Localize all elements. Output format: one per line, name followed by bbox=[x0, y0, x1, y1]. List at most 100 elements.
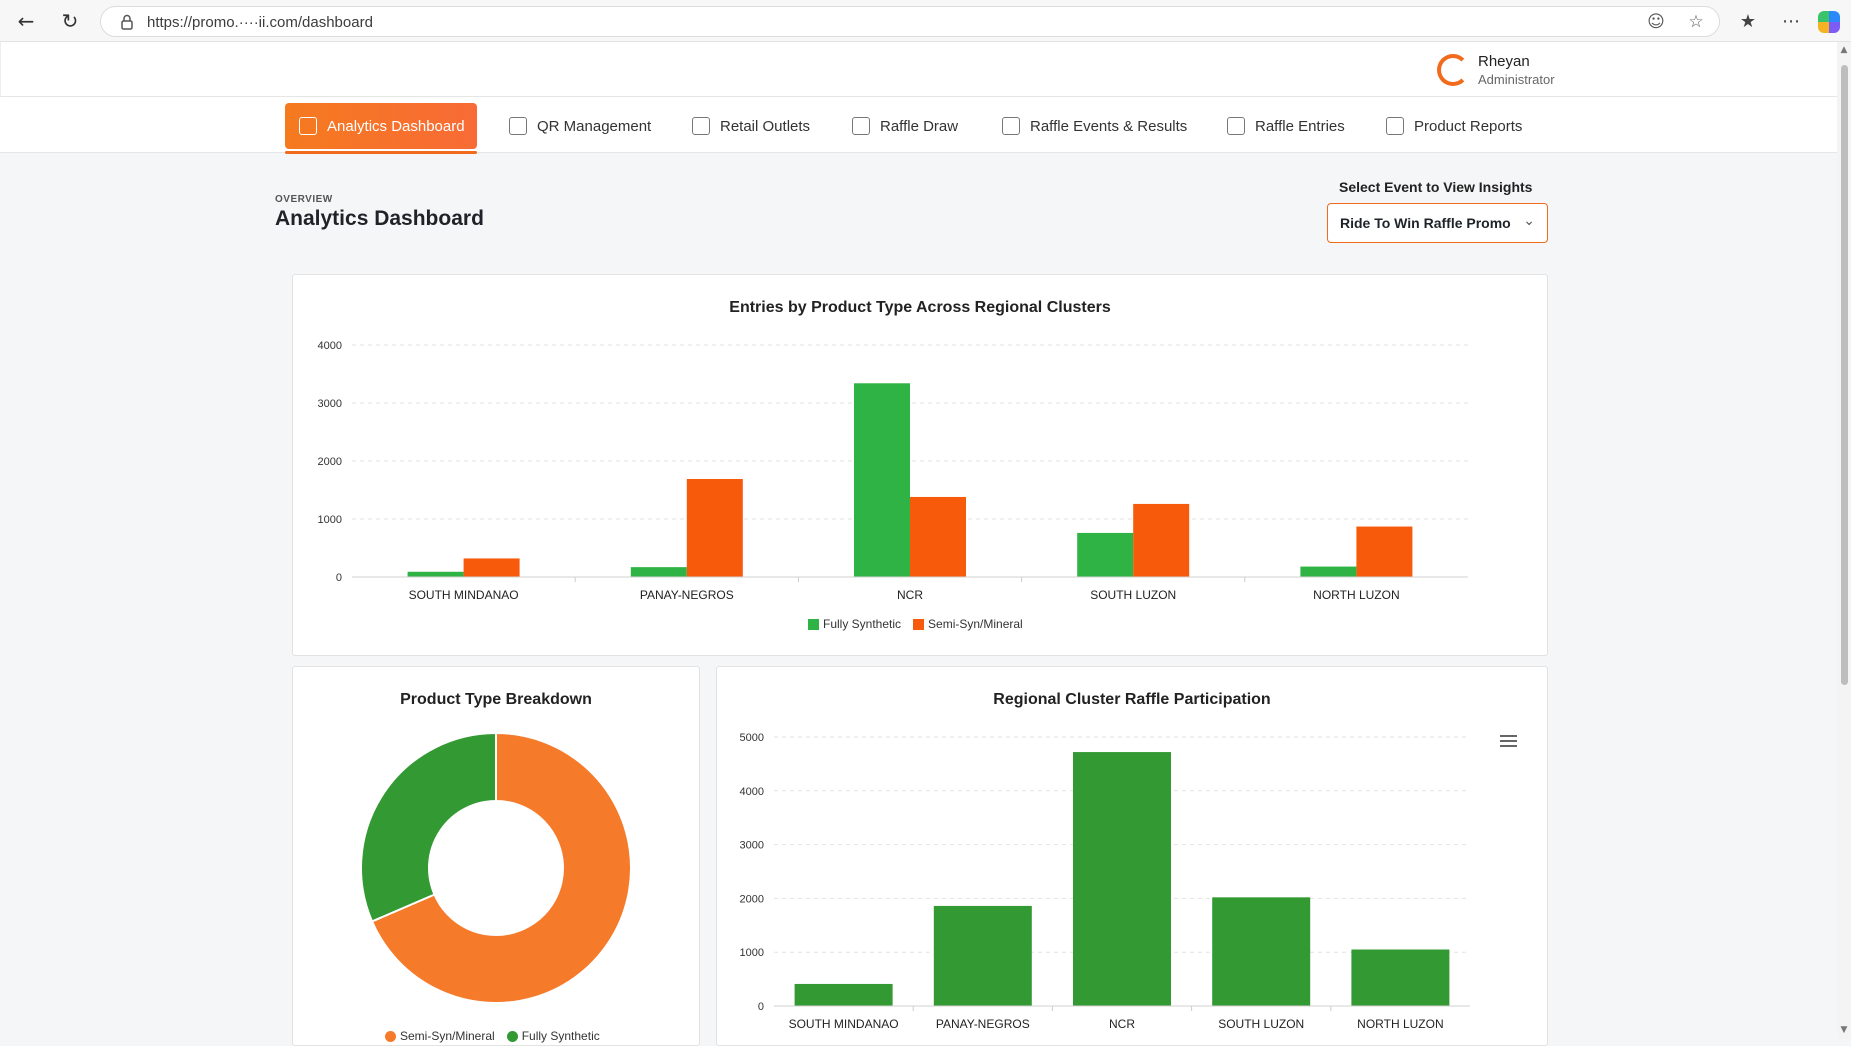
bar bbox=[1212, 897, 1311, 1006]
scrollbar-thumb[interactable] bbox=[1841, 65, 1848, 685]
chart-title: Regional Cluster Raffle Participation bbox=[993, 691, 1271, 708]
lock-icon bbox=[121, 14, 133, 30]
y-tick-label: 0 bbox=[758, 1001, 764, 1013]
bar bbox=[1356, 526, 1413, 577]
avatar[interactable] bbox=[1437, 54, 1469, 86]
bar bbox=[794, 983, 893, 1006]
favorites-icon[interactable]: ★ bbox=[1739, 11, 1757, 32]
tab-label: Product Reports bbox=[1414, 117, 1523, 135]
tab-raffle-draw[interactable]: Raffle Draw bbox=[852, 103, 958, 149]
tab-analytics-dashboard[interactable]: Analytics Dashboard bbox=[285, 103, 477, 149]
page-title: Analytics Dashboard bbox=[275, 207, 484, 230]
chart-title: Entries by Product Type Across Regional … bbox=[729, 299, 1111, 316]
legend-swatch bbox=[385, 1030, 396, 1042]
bar bbox=[1300, 566, 1357, 577]
tab-label: QR Management bbox=[537, 117, 652, 135]
bar bbox=[686, 478, 743, 577]
x-tick-label: NCR bbox=[1109, 1017, 1135, 1031]
ticket-icon bbox=[1227, 117, 1245, 135]
back-arrow-icon[interactable]: ← bbox=[17, 9, 35, 33]
tab-raffle-events-results[interactable]: Raffle Events & Results bbox=[1002, 103, 1187, 149]
chart-legend: Fully Synthetic Semi-Syn/Mineral bbox=[808, 617, 1023, 631]
active-tab-indicator bbox=[285, 151, 477, 154]
cart-icon bbox=[1386, 117, 1404, 135]
legend-label[interactable]: Semi-Syn/Mineral bbox=[400, 1029, 495, 1043]
legend-label[interactable]: Semi-Syn/Mineral bbox=[928, 617, 1023, 631]
bar bbox=[1351, 949, 1450, 1006]
bar bbox=[1077, 532, 1134, 577]
entries-by-product-card: Entries by Product Type Across Regional … bbox=[292, 274, 1548, 656]
tab-retail-outlets[interactable]: Retail Outlets bbox=[692, 103, 810, 149]
legend-swatch bbox=[913, 618, 925, 630]
browser-toolbar: ← ↻ https://promo.····ii.com/dashboard ☺… bbox=[0, 0, 1851, 42]
y-tick-label: 5000 bbox=[740, 732, 764, 744]
x-tick-label: NORTH LUZON bbox=[1357, 1017, 1443, 1031]
product-type-donut bbox=[360, 731, 632, 1004]
legend-swatch bbox=[506, 1030, 518, 1042]
y-tick-label: 0 bbox=[336, 572, 342, 584]
entries-bar-chart: 0 1000 2000 3000 4000 SOUTH MINDANAO PANAY-NEG… bbox=[318, 340, 1468, 602]
gift-icon bbox=[852, 117, 870, 135]
tab-label: Retail Outlets bbox=[720, 117, 811, 135]
legend-label[interactable]: Fully Synthetic bbox=[521, 1029, 600, 1043]
clipboard-icon bbox=[1002, 117, 1020, 135]
y-tick-label: 3000 bbox=[318, 398, 342, 410]
overview-label: OVERVIEW bbox=[275, 194, 333, 205]
main-navigation: Analytics Dashboard QR Management Retail… bbox=[0, 97, 1837, 154]
scroll-down-icon[interactable]: ▼ bbox=[1840, 1025, 1848, 1035]
x-tick-label: NCR bbox=[897, 588, 923, 602]
reader-mode-icon[interactable]: ☺ bbox=[1647, 12, 1665, 32]
legend-label[interactable]: Fully Synthetic bbox=[823, 617, 902, 631]
chart-menu-icon[interactable] bbox=[1500, 735, 1517, 747]
donut-slice bbox=[360, 731, 497, 923]
regional-participation-bar-chart: 0 1000 2000 3000 4000 5000 SOUTH MINDANAO PANAY… bbox=[740, 732, 1470, 1031]
x-tick-label: PANAY-NEGROS bbox=[936, 1017, 1030, 1031]
tab-raffle-entries[interactable]: Raffle Entries bbox=[1227, 103, 1345, 149]
y-tick-label: 1000 bbox=[740, 947, 764, 959]
selected-event: Ride To Win Raffle Promo bbox=[1340, 215, 1511, 231]
tab-qr-management[interactable]: QR Management bbox=[509, 103, 651, 149]
reload-icon[interactable]: ↻ bbox=[61, 9, 79, 33]
tab-label: Raffle Events & Results bbox=[1030, 117, 1188, 135]
x-tick-label: SOUTH MINDANAO bbox=[789, 1017, 899, 1031]
bar bbox=[1073, 752, 1171, 1006]
chart-icon bbox=[299, 117, 317, 135]
user-name[interactable]: Rheyan bbox=[1478, 53, 1530, 70]
tab-product-reports[interactable]: Product Reports bbox=[1386, 103, 1522, 149]
chevron-down-icon: ⌄ bbox=[1523, 213, 1535, 229]
bar bbox=[933, 905, 1032, 1006]
address-bar[interactable]: https://promo.····ii.com/dashboard ☺ ☆ bbox=[100, 6, 1720, 37]
favorite-star-icon[interactable]: ☆ bbox=[1688, 12, 1704, 32]
tab-label: Raffle Entries bbox=[1255, 117, 1345, 135]
x-tick-label: SOUTH LUZON bbox=[1090, 588, 1176, 602]
qr-icon bbox=[509, 117, 527, 135]
more-options-icon[interactable]: ⋯ bbox=[1782, 11, 1800, 32]
bar bbox=[910, 496, 966, 577]
tab-label: Analytics Dashboard bbox=[327, 117, 465, 135]
bar bbox=[463, 558, 520, 577]
tab-label: Raffle Draw bbox=[880, 117, 959, 135]
event-select-label: Select Event to View Insights bbox=[1339, 179, 1533, 195]
y-tick-label: 1000 bbox=[318, 514, 342, 526]
y-tick-label: 2000 bbox=[740, 893, 764, 905]
bar bbox=[1133, 503, 1190, 577]
event-select[interactable]: Ride To Win Raffle Promo ⌄ bbox=[1327, 203, 1548, 243]
scroll-up-icon[interactable]: ▲ bbox=[1840, 45, 1848, 55]
user-role: Administrator bbox=[1478, 72, 1555, 87]
legend-swatch bbox=[808, 618, 819, 630]
bar bbox=[630, 567, 687, 577]
copilot-icon[interactable] bbox=[1818, 11, 1840, 33]
bar bbox=[854, 383, 910, 577]
donut-slice bbox=[370, 731, 632, 1004]
x-tick-label: SOUTH MINDANAO bbox=[409, 588, 519, 602]
chart-legend: Semi-Syn/Mineral Fully Synthetic bbox=[385, 1029, 600, 1043]
y-tick-label: 4000 bbox=[740, 786, 764, 798]
x-tick-label: PANAY-NEGROS bbox=[640, 588, 734, 602]
y-tick-label: 2000 bbox=[318, 456, 342, 468]
x-tick-label: NORTH LUZON bbox=[1313, 588, 1399, 602]
x-tick-label: SOUTH LUZON bbox=[1218, 1017, 1304, 1031]
bar bbox=[407, 571, 464, 577]
chart-title: Product Type Breakdown bbox=[400, 691, 592, 708]
store-icon bbox=[692, 117, 710, 135]
url-text: https://promo.····ii.com/dashboard bbox=[147, 14, 373, 31]
